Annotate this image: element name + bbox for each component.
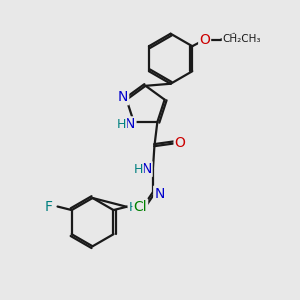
Text: CH₂CH₃: CH₂CH₃: [222, 34, 261, 44]
Text: H: H: [128, 201, 138, 214]
Text: Cl: Cl: [134, 200, 147, 214]
Text: O: O: [199, 33, 210, 47]
Text: N: N: [154, 187, 165, 201]
Text: H: H: [134, 163, 143, 176]
Text: N: N: [125, 117, 136, 131]
Text: H: H: [117, 118, 126, 131]
Text: N: N: [141, 162, 152, 176]
Text: N: N: [118, 90, 128, 104]
Text: F: F: [45, 200, 53, 214]
Text: O: O: [175, 136, 185, 150]
